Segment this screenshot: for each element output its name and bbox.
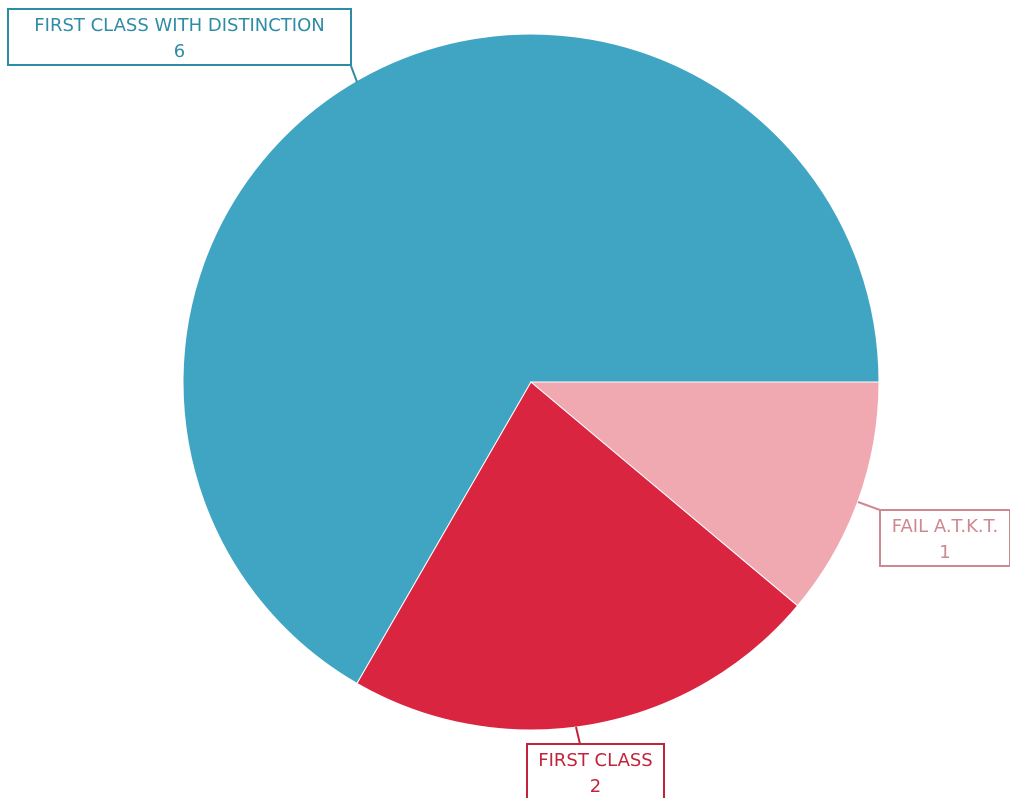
slice-category-label: FIRST CLASS WITH DISTINCTION xyxy=(34,15,324,36)
slice-label: FAIL A.T.K.T. 1 xyxy=(879,509,1010,567)
pie-slice[interactable] xyxy=(356,381,799,731)
slice-label: FIRST CLASS WITH DISTINCTION 6 xyxy=(7,8,352,66)
label-box xyxy=(526,743,665,798)
leader-line xyxy=(857,501,881,511)
slice-value-label: 1 xyxy=(939,542,950,563)
slice-category-label: FIRST CLASS xyxy=(538,750,653,771)
pie-slice[interactable] xyxy=(529,381,880,607)
slice-category-label: FAIL A.T.K.T. xyxy=(892,516,998,537)
leader-line xyxy=(575,726,581,745)
slice-value-label: 6 xyxy=(174,41,185,62)
slice-label: FIRST CLASS 2 xyxy=(526,743,665,798)
leader-line xyxy=(350,65,358,83)
leader-lines xyxy=(350,65,881,745)
label-box xyxy=(879,509,1010,567)
label-box xyxy=(7,8,352,66)
slice-value-label: 2 xyxy=(590,776,601,797)
pie-slices xyxy=(182,33,880,731)
